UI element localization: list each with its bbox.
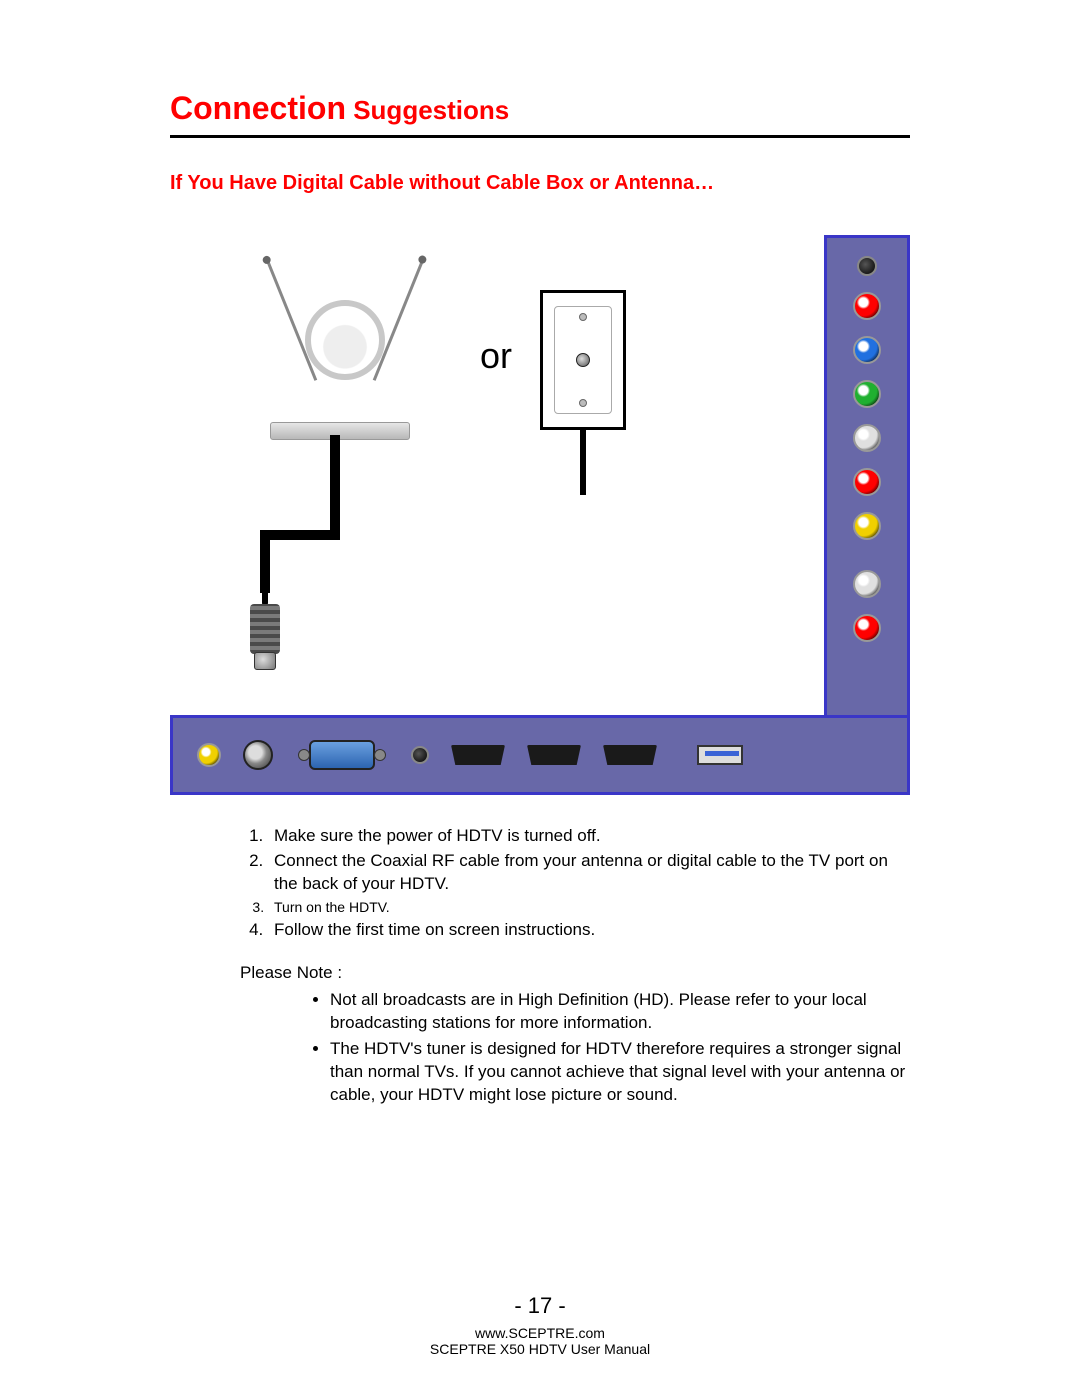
instructions-block: Make sure the power of HDTV is turned of… [240,825,910,1107]
instruction-notes: Not all broadcasts are in High Definitio… [330,989,910,1108]
wallplate-cable-path [170,235,910,795]
instruction-step: Connect the Coaxial RF cable from your a… [268,850,910,896]
title-divider [170,135,910,138]
instruction-step: Make sure the power of HDTV is turned of… [268,825,910,848]
title-secondary: Suggestions [346,95,509,125]
footer-manual: SCEPTRE X50 HDTV User Manual [0,1341,1080,1357]
please-note-label: Please Note : [240,962,910,985]
connection-diagram: or [170,235,910,795]
subheading: If You Have Digital Cable without Cable … [170,172,910,195]
page-footer: - 17 - www.SCEPTRE.com SCEPTRE X50 HDTV … [0,1293,1080,1357]
instruction-steps: Make sure the power of HDTV is turned of… [268,825,910,942]
page-title: Connection Suggestions [170,90,910,127]
instruction-step: Follow the first time on screen instruct… [268,919,910,942]
instruction-note: Not all broadcasts are in High Definitio… [330,989,910,1035]
title-primary: Connection [170,90,346,126]
footer-url: www.SCEPTRE.com [0,1325,1080,1341]
coax-connector-illustration [242,590,288,670]
instruction-step: Turn on the HDTV. [268,898,910,917]
page-number: - 17 - [0,1293,1080,1319]
instruction-note: The HDTV's tuner is designed for HDTV th… [330,1038,910,1107]
